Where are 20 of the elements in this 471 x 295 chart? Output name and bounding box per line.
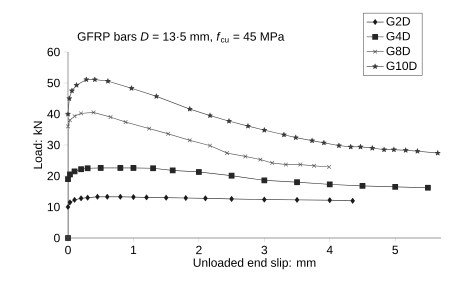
y-tick-label: 60	[48, 48, 60, 56]
legend-label: G8D	[386, 46, 410, 56]
x-tick-label: 0	[65, 246, 71, 254]
x-tick-label: 4	[326, 246, 333, 254]
y-axis-title: Load: kN	[33, 122, 42, 168]
legend-label: G10D	[386, 62, 417, 70]
y-tick-label: 40	[47, 110, 60, 118]
x-tick-label: 5	[392, 246, 398, 254]
x-tick-label: 2	[196, 246, 202, 254]
y-tick-label: 20	[48, 172, 60, 180]
x-tick-label: 3	[261, 246, 268, 254]
x-axis-title: Unloaded end slip: mm	[194, 258, 316, 270]
chart-title: GFRP bars D = 13·5 mm, f$_{cu}$ = 45 MPa	[78, 32, 284, 42]
y-tick-label: 0	[54, 234, 60, 242]
y-tick-label: 50	[47, 78, 60, 88]
y-tick-label: 30	[47, 140, 60, 150]
legend-label: G4D	[386, 32, 410, 40]
x-tick-label: 1	[131, 246, 136, 254]
legend-label: G2D	[386, 17, 410, 26]
y-tick-label: 10	[48, 202, 60, 212]
